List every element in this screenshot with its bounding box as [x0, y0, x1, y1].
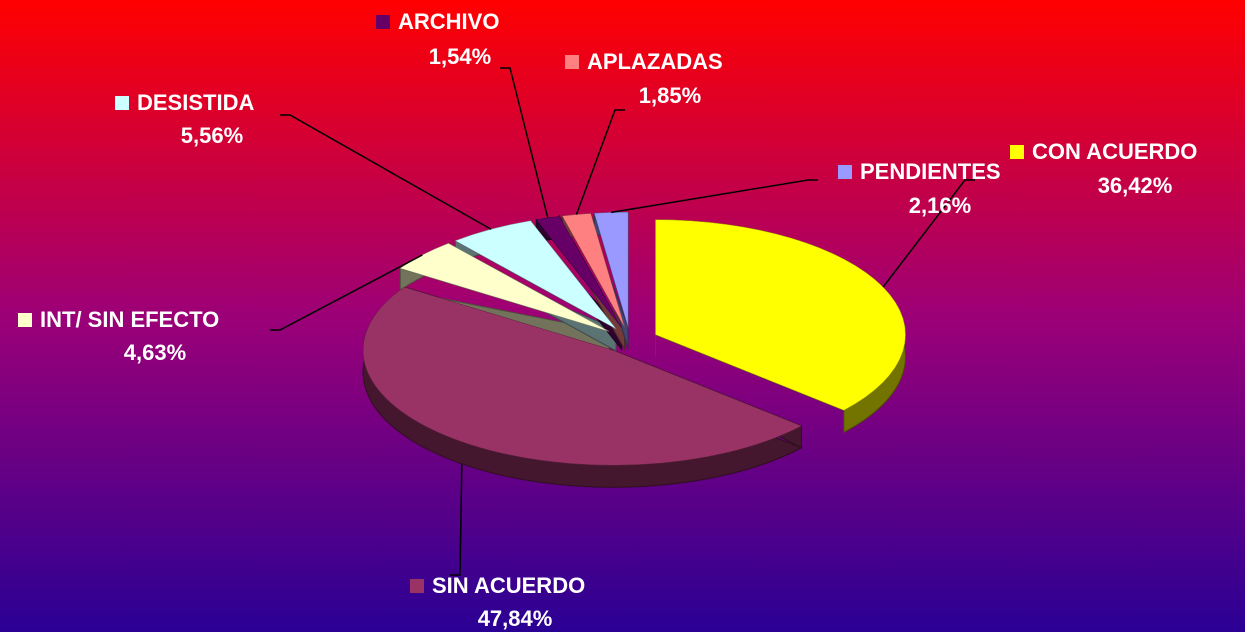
- slice: [362, 286, 803, 466]
- slice-tops: [362, 211, 906, 466]
- leader-line: [270, 254, 423, 331]
- legend-swatch: [115, 96, 129, 110]
- slice-label: APLAZADAS: [587, 49, 723, 74]
- slice-label: DESISTIDA: [137, 90, 254, 115]
- slice-value-label: 1,54%: [429, 44, 491, 69]
- slice: [561, 213, 625, 328]
- slice-value-label: 2,16%: [909, 193, 971, 218]
- leader-line: [280, 114, 492, 230]
- legend-swatch: [410, 579, 424, 593]
- slice-label: CON ACUERDO: [1032, 139, 1197, 164]
- legend-swatch: [838, 165, 852, 179]
- leader-line: [882, 179, 975, 288]
- legend-swatch: [376, 15, 390, 29]
- legend-swatch: [1010, 145, 1024, 159]
- leader-line: [450, 463, 463, 576]
- slice-label: SIN ACUERDO: [432, 573, 585, 598]
- leader-line: [611, 179, 818, 214]
- slice: [454, 220, 617, 330]
- slice-value-label: 1,85%: [639, 83, 701, 108]
- legend-swatch: [18, 313, 32, 327]
- slice-value-label: 4,63%: [124, 340, 186, 365]
- slice: [593, 211, 629, 328]
- slice-value-label: 47,84%: [478, 606, 553, 631]
- slice-label: ARCHIVO: [398, 9, 499, 34]
- slice: [399, 243, 610, 332]
- slice-label: INT/ SIN EFECTO: [40, 307, 219, 332]
- leader-line: [500, 67, 549, 219]
- legend-swatch: [565, 55, 579, 69]
- leader-line: [575, 109, 625, 215]
- slice-label: PENDIENTES: [860, 159, 1001, 184]
- slice-value-label: 36,42%: [1098, 173, 1173, 198]
- slice-value-label: 5,56%: [181, 123, 243, 148]
